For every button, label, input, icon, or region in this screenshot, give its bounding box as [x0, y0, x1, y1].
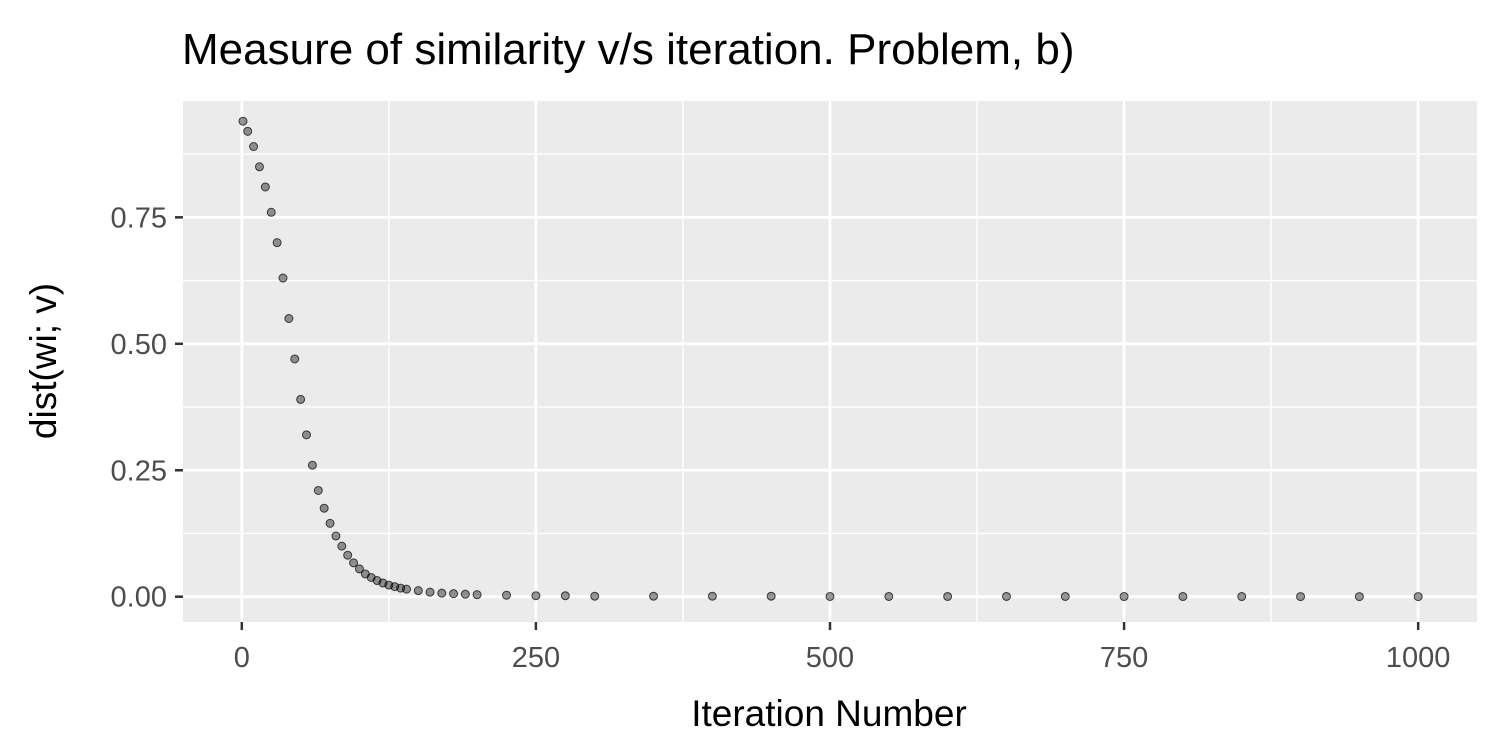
- data-point: [1237, 592, 1247, 602]
- data-point: [449, 589, 459, 599]
- data-point: [590, 591, 600, 601]
- data-point: [266, 207, 276, 217]
- data-point: [825, 591, 835, 601]
- data-point: [502, 590, 511, 600]
- data-point: [560, 591, 570, 601]
- data-point: [260, 182, 270, 192]
- data-point: [331, 531, 341, 541]
- data-point: [284, 314, 294, 324]
- data-point: [325, 518, 335, 528]
- y-tick-label: 0.25: [111, 455, 167, 487]
- data-point: [402, 584, 412, 594]
- x-axis: 0 250 500 750 1000: [234, 622, 1451, 674]
- data-point: [649, 591, 659, 601]
- data-point: [238, 116, 248, 126]
- data-point: [307, 460, 317, 470]
- data-point: [254, 162, 264, 172]
- y-axis: 0.00 0.25 0.50 0.75: [111, 202, 183, 614]
- data-point: [302, 430, 312, 440]
- data-point: [707, 591, 717, 601]
- data-point: [472, 590, 482, 600]
- data-point: [272, 238, 282, 248]
- data-point: [766, 591, 776, 601]
- x-tick-label: 750: [1100, 642, 1148, 674]
- x-tick-label: 500: [806, 642, 854, 674]
- data-point: [884, 591, 894, 601]
- x-tick-label: 0: [234, 642, 250, 674]
- data-point: [1413, 592, 1423, 602]
- x-tick-label: 250: [512, 642, 560, 674]
- data-point: [319, 503, 329, 513]
- data-point: [1354, 592, 1364, 602]
- data-point: [1060, 591, 1070, 601]
- data-point: [343, 550, 353, 560]
- data-point: [1119, 592, 1129, 602]
- data-point: [425, 587, 435, 597]
- data-points: [238, 116, 1423, 602]
- x-tick-label: 1000: [1386, 642, 1451, 674]
- data-point: [249, 142, 259, 152]
- y-tick-label: 0.75: [111, 202, 167, 234]
- data-point: [290, 354, 300, 364]
- x-axis-title: Iteration Number: [691, 693, 967, 734]
- y-tick-label: 0.50: [111, 329, 167, 361]
- y-axis-title: dist(wi; v): [23, 283, 64, 439]
- major-gridlines: [183, 101, 1477, 622]
- data-point: [313, 485, 323, 495]
- data-point: [278, 273, 288, 283]
- data-point: [296, 394, 306, 404]
- data-point: [354, 564, 364, 574]
- y-tick-label: 0.00: [111, 582, 167, 614]
- data-point: [413, 586, 423, 596]
- chart-title: Measure of similarity v/s iteration. Pro…: [182, 25, 1075, 74]
- data-point: [337, 541, 347, 551]
- data-point: [243, 126, 253, 136]
- data-point: [1178, 592, 1188, 602]
- data-point: [460, 589, 470, 599]
- data-point: [1296, 592, 1306, 602]
- data-point: [531, 591, 541, 601]
- data-point: [943, 591, 953, 601]
- data-point: [437, 588, 447, 598]
- data-point: [1001, 591, 1011, 601]
- data-point: [349, 558, 359, 568]
